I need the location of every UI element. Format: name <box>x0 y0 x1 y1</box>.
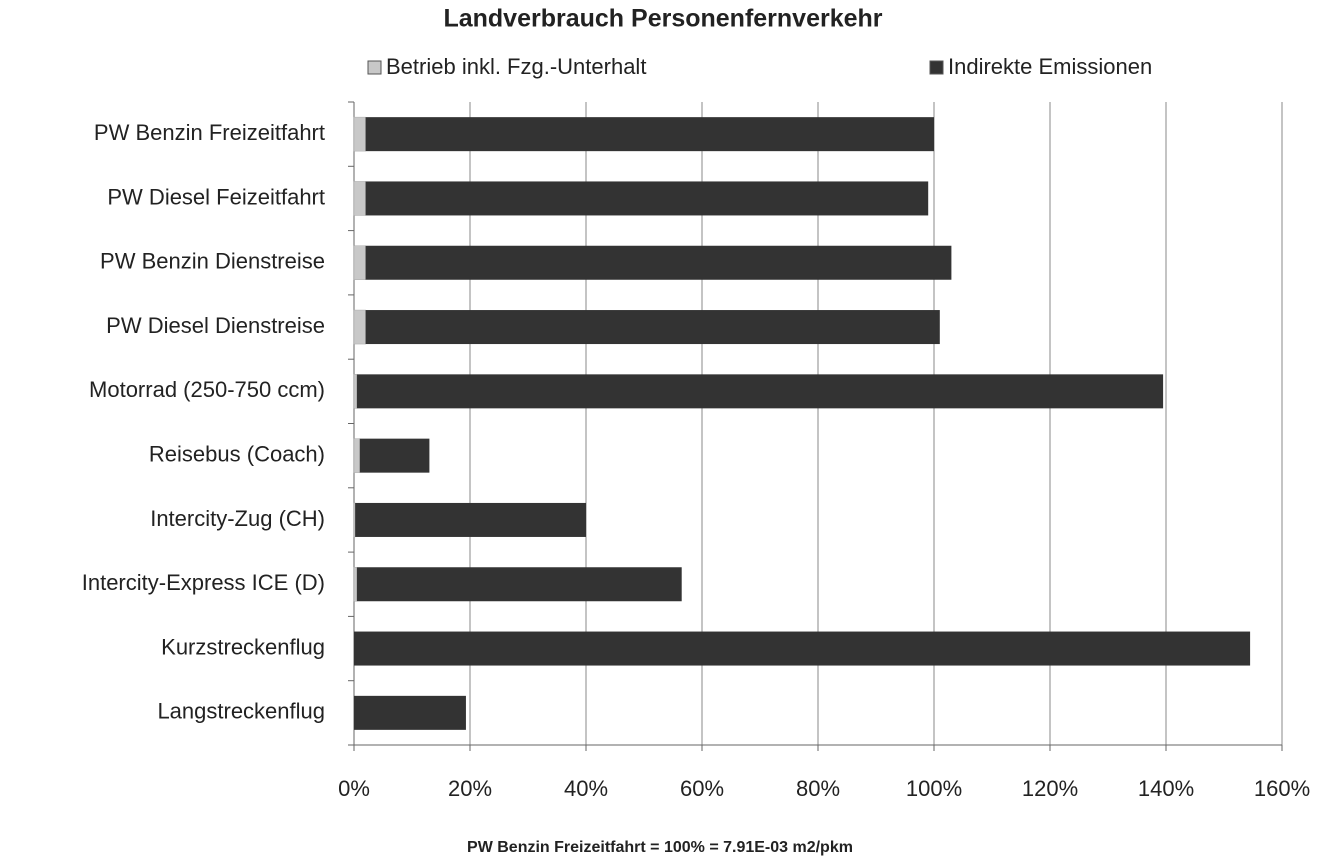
y-tick-label: Reisebus (Coach) <box>149 441 325 466</box>
bar-segment <box>353 116 366 152</box>
footnote: PW Benzin Freizeitfahrt = 100% = 7.91E-0… <box>467 839 853 856</box>
y-tick-label: Langstreckenflug <box>157 699 325 724</box>
y-tick-label: Kurzstreckenflug <box>161 634 325 659</box>
x-tick-label: 20% <box>448 776 492 801</box>
y-tick-label: PW Benzin Dienstreise <box>100 249 325 274</box>
x-tick-label: 0% <box>338 776 370 801</box>
y-tick-label: PW Diesel Dienstreise <box>106 313 325 338</box>
chart-title: Landverbrauch Personenfernverkehr <box>443 5 882 33</box>
bar-segment <box>355 502 586 537</box>
legend-swatch <box>929 60 944 75</box>
bar-segment <box>353 567 358 602</box>
bar-segment <box>356 374 1164 409</box>
x-tick-label: 60% <box>680 776 724 801</box>
legend-label: Indirekte Emissionen <box>948 54 1152 79</box>
x-tick-label: 160% <box>1254 776 1310 801</box>
x-tick-label: 40% <box>564 776 608 801</box>
bar-segment <box>359 438 430 473</box>
bar-segment <box>353 181 366 216</box>
legend-label: Betrieb inkl. Fzg.-Unterhalt <box>386 54 646 79</box>
bar-segment <box>365 310 940 345</box>
y-tick-label: PW Benzin Freizeitfahrt <box>94 120 325 145</box>
x-tick-label: 80% <box>796 776 840 801</box>
bar-segment <box>354 695 466 730</box>
bar-segment <box>365 181 929 216</box>
bar-segment <box>365 117 935 152</box>
x-tick-label: 100% <box>906 776 962 801</box>
bar-segment <box>353 438 361 473</box>
bar-segment <box>354 631 1251 666</box>
y-tick-label: Intercity-Express ICE (D) <box>82 570 325 595</box>
bar-segment <box>353 374 358 409</box>
bar-segment <box>356 567 682 602</box>
x-tick-label: 140% <box>1138 776 1194 801</box>
x-tick-label: 120% <box>1022 776 1078 801</box>
y-tick-label: Motorrad (250-750 ccm) <box>89 377 325 402</box>
y-tick-label: PW Diesel Feizeitfahrt <box>107 184 325 209</box>
legend-swatch <box>367 60 382 75</box>
bar-segment <box>353 245 366 280</box>
y-tick-label: Intercity-Zug (CH) <box>150 506 325 531</box>
bar-segment <box>365 245 952 280</box>
bar-segment <box>353 309 366 345</box>
bar-segment <box>353 502 356 538</box>
